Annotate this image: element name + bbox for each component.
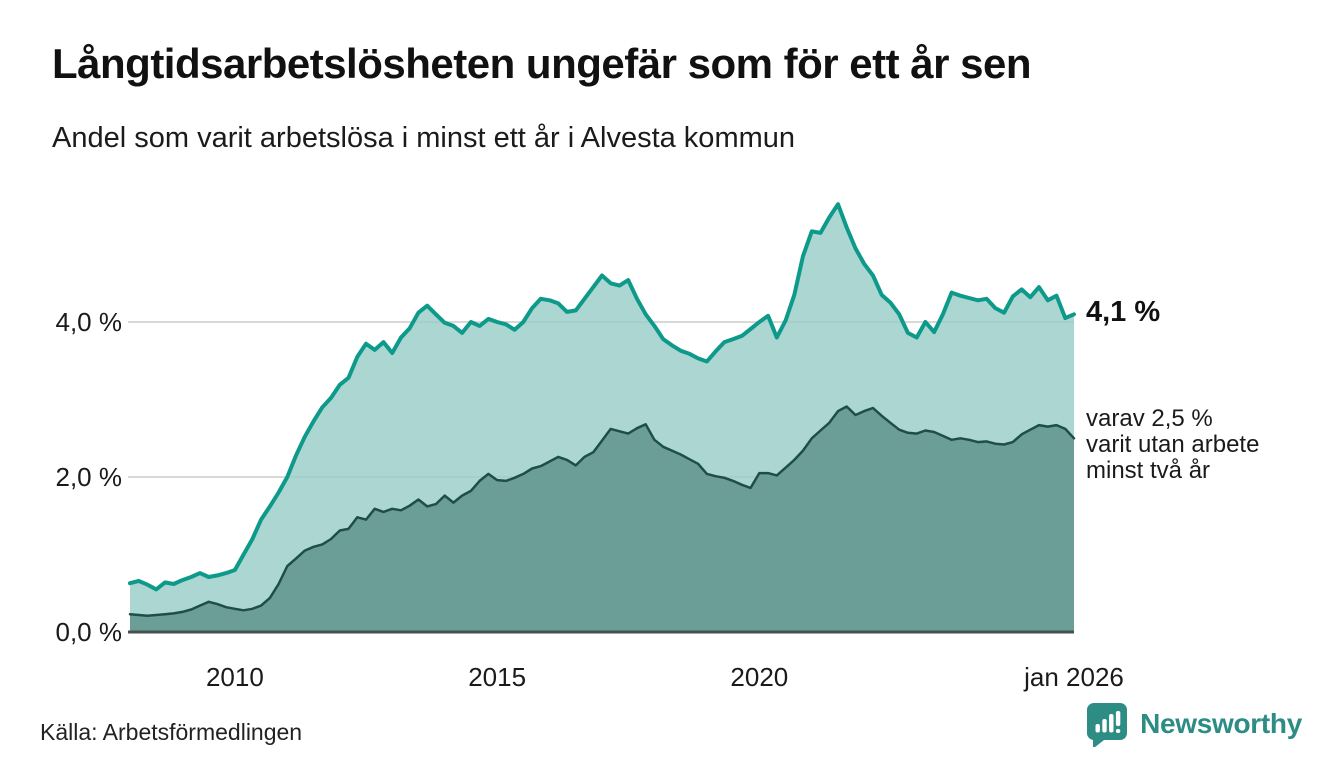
x-tick-label: jan 2026 (1024, 662, 1124, 692)
x-tick-label: 2010 (205, 662, 264, 692)
area-two-year (130, 406, 1074, 632)
x-tick-label: 2020 (730, 662, 789, 692)
end-value-label-two-year: varav 2,5 % varit utan arbete minst två … (1086, 405, 1260, 485)
page-title: Långtidsarbetslösheten ungefär som för e… (52, 40, 1032, 87)
newsworthy-logo: Newsworthy (1084, 700, 1302, 747)
y-tick-label: 0,0 % (55, 617, 123, 647)
newsworthy-bubble-chart-icon (1084, 700, 1130, 747)
y-tick-label: 4,0 % (55, 307, 123, 337)
newsworthy-wordmark: Newsworthy (1140, 707, 1302, 739)
source-credit: Källa: Arbetsförmedlingen (40, 719, 303, 745)
x-tick-label: 2015 (468, 662, 527, 692)
end-value-label-total: 4,1 % (1086, 296, 1161, 329)
y-tick-label: 2,0 % (55, 462, 123, 492)
line-two-year (128, 405, 1076, 617)
line-total-one-year (128, 202, 1076, 592)
page-subtitle: Andel som varit arbetslösa i minst ett å… (52, 122, 796, 154)
